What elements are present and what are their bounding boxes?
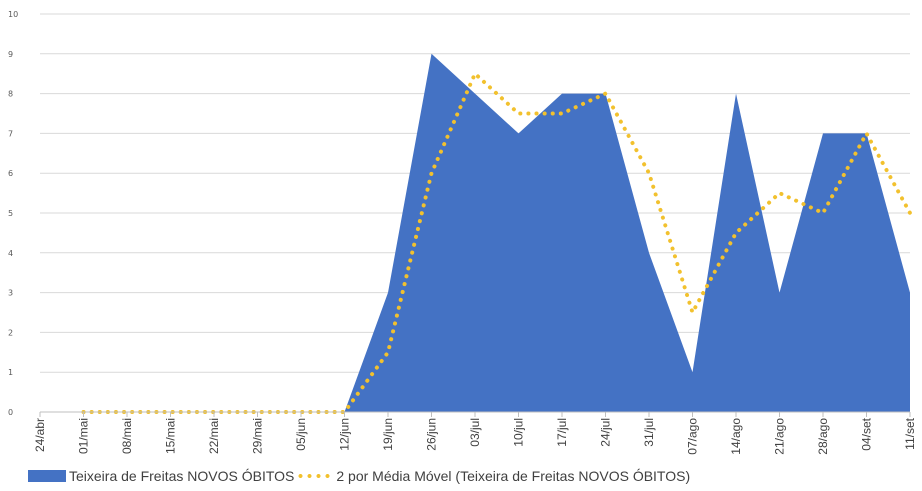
x-tick-label: 19/jun: [381, 418, 395, 451]
x-tick-label: 01/mai: [77, 418, 91, 454]
x-tick-label: 04/set: [860, 417, 874, 450]
y-tick-label: 2: [8, 328, 13, 337]
y-tick-label: 4: [8, 249, 13, 258]
x-tick-label: 31/jul: [642, 418, 656, 447]
legend-item-moving-average: 2 por Média Móvel (Teixeira de Freitas N…: [294, 468, 690, 484]
x-tick-label: 11/set: [903, 417, 917, 449]
legend-swatch-area: [28, 470, 66, 482]
y-tick-label: 7: [8, 129, 13, 138]
x-tick-label: 12/jun: [338, 418, 352, 451]
y-tick-labels: 0 1 2 3 4 5 6 7 8 9 10: [8, 10, 18, 417]
legend-swatch-dots: [296, 474, 333, 478]
y-tick-label: 1: [8, 368, 13, 377]
x-tick-label: 21/ago: [773, 418, 787, 455]
y-tick-label: 3: [8, 289, 13, 298]
y-tick-label: 9: [8, 50, 13, 59]
x-tick-label: 07/ago: [686, 418, 700, 455]
x-tick-label: 03/jul: [468, 418, 482, 447]
x-tick-label: 08/mai: [120, 418, 134, 454]
legend: Teixeira de Freitas NOVOS ÓBITOS 2 por M…: [28, 468, 690, 484]
y-tick-label: 8: [8, 90, 13, 99]
legend-item-area: Teixeira de Freitas NOVOS ÓBITOS: [28, 468, 294, 484]
x-tick-label: 29/mai: [251, 418, 265, 454]
x-tick-label: 14/ago: [729, 418, 743, 455]
legend-label-area: Teixeira de Freitas NOVOS ÓBITOS: [69, 468, 295, 484]
y-tick-label: 10: [8, 10, 18, 19]
x-tick-label: 17/jul: [555, 418, 569, 447]
legend-label-moving-average: 2 por Média Móvel (Teixeira de Freitas N…: [336, 468, 691, 484]
x-tick-label: 24/jul: [599, 418, 613, 447]
area-series: [83, 53, 910, 413]
x-tick-label: 22/mai: [207, 418, 221, 454]
x-tick-label: 10/jul: [512, 418, 526, 447]
y-tick-label: 5: [8, 209, 13, 218]
x-tick-label: 24/abr: [33, 418, 47, 452]
x-tick-label: 15/mai: [164, 418, 178, 454]
y-tick-label: 6: [8, 169, 13, 178]
x-tick-label: 26/jun: [425, 418, 439, 451]
x-tick-label: 05/jun: [294, 418, 308, 451]
area-series-fill: [83, 53, 910, 413]
x-tick-labels: 24/abr 01/mai 08/mai 15/mai 22/mai 29/mai 05/j…: [33, 417, 917, 454]
axes: [39, 411, 911, 417]
x-tick-label: 28/ago: [816, 418, 830, 455]
y-tick-label: 0: [8, 408, 13, 417]
